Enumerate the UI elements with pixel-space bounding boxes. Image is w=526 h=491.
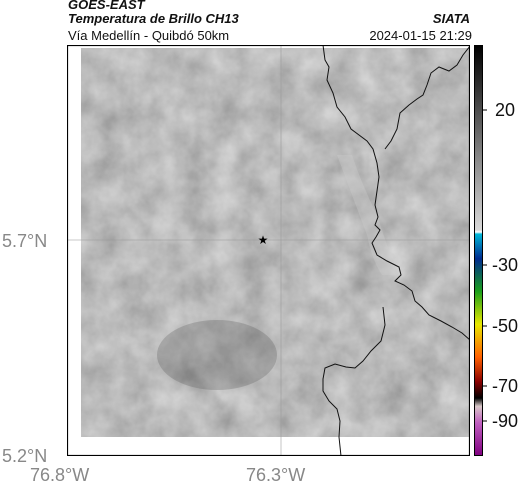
route-subtitle: Vía Medellín - Quibdó 50km xyxy=(68,28,230,43)
boundary-line xyxy=(384,45,470,150)
product-title: Temperatura de Brillo CH13 xyxy=(68,11,239,26)
boundary-line xyxy=(322,306,386,456)
timestamp-label: 2024-01-15 21:29 xyxy=(369,28,472,43)
lon-label: 76.8°W xyxy=(30,465,90,485)
colorbar-tick-label: -70 xyxy=(492,376,519,396)
star-icon: ★ xyxy=(258,233,269,247)
lat-label: 5.7°N xyxy=(2,231,48,251)
lat-label: 5.2°N xyxy=(2,446,48,466)
colorbar-tick-label: -50 xyxy=(492,316,519,336)
boundary-line xyxy=(322,45,470,341)
organization-label: SIATA xyxy=(432,11,470,26)
colorbar-tick-label: -30 xyxy=(492,255,519,275)
lon-label: 76.3°W xyxy=(246,465,306,485)
map-frame xyxy=(67,45,470,456)
brightness-temperature-field xyxy=(81,48,470,437)
satellite-title: GOES-EAST xyxy=(68,0,145,12)
colorbar-tick-label: 20 xyxy=(495,100,516,120)
colorbar xyxy=(474,45,487,456)
satellite-map: ★ xyxy=(67,45,470,456)
colorbar-tick-label: -90 xyxy=(492,411,519,431)
